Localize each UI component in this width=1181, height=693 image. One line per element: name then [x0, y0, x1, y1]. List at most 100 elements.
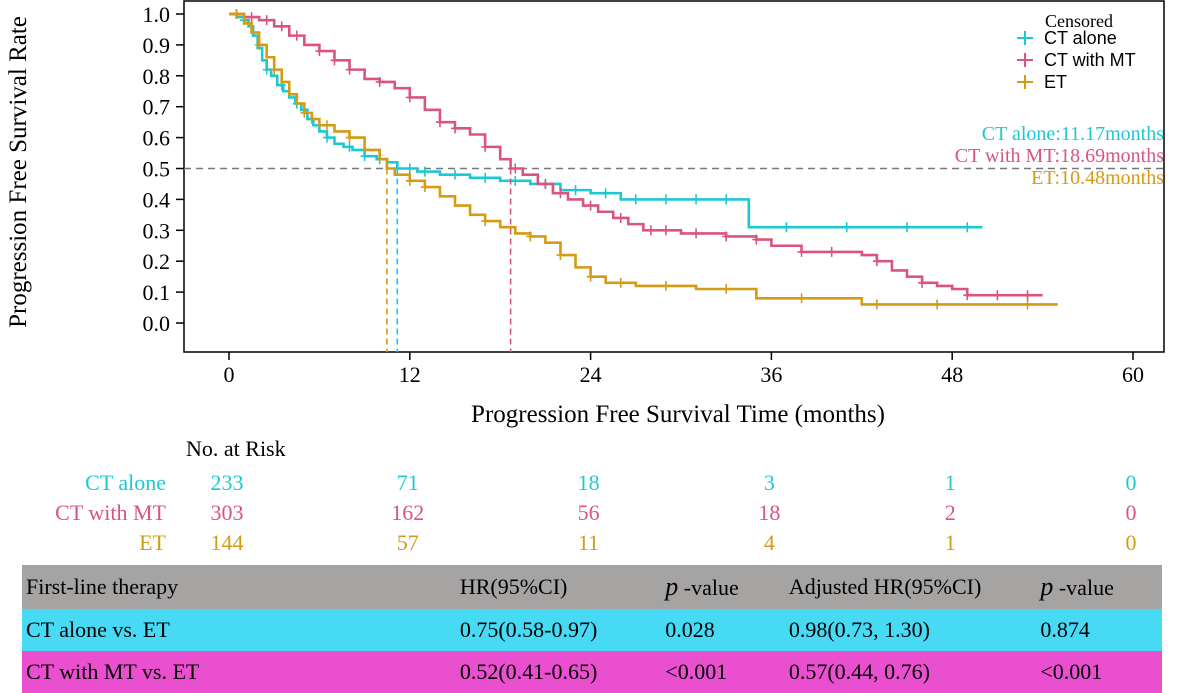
censor-mark — [722, 284, 731, 295]
risk-value: 2 — [944, 500, 956, 525]
x-tick-label: 24 — [580, 362, 602, 387]
censor-mark — [420, 166, 429, 177]
y-tick-label: 0.6 — [143, 126, 171, 151]
censor-mark — [262, 64, 271, 75]
survival-curve — [229, 12, 983, 229]
median-label: CT alone:11.17months — [982, 123, 1164, 145]
censor-mark — [601, 188, 610, 199]
x-tick-label: 0 — [224, 362, 235, 387]
censor-mark — [963, 222, 972, 233]
risk-value: 56 — [577, 500, 600, 525]
legend-label: CT alone — [1044, 28, 1117, 48]
censor-mark — [247, 12, 256, 23]
censor-mark — [526, 231, 535, 242]
censor-mark — [405, 175, 414, 186]
km-chart: 0.0 0.1 0.2 0.3 0.4 0.5 0.6 0.7 0.8 0.9 1.0 0 12 24 36… — [5, 0, 1165, 428]
censor-mark — [827, 246, 836, 257]
risk-value: 18 — [758, 500, 781, 525]
censor-mark — [345, 132, 354, 143]
censor-mark — [481, 141, 490, 152]
header-adjusted-hr: Adjusted HR(95%CI) — [788, 574, 982, 599]
censor-mark — [420, 182, 429, 193]
header-hr: HR(95%CI) — [459, 574, 568, 599]
censor-mark — [315, 46, 324, 57]
hr-table-row: CT with MT vs. ET 0.52(0.41-0.65) <0.001… — [22, 651, 1162, 693]
header-adjusted-p-value: p -value — [1040, 565, 1162, 609]
y-tick-label: 0.0 — [143, 311, 171, 336]
risk-value: 1 — [944, 530, 956, 555]
legend-marker — [1017, 53, 1033, 67]
risk-value: 1 — [944, 470, 956, 495]
y-tick-label: 0.8 — [143, 64, 171, 89]
row-hr: 0.52(0.41-0.65) — [459, 659, 598, 684]
header-p-value: p -value — [665, 565, 789, 609]
censor-mark — [1023, 299, 1032, 310]
censor-mark — [752, 234, 761, 245]
risk-value: 0 — [1125, 500, 1137, 525]
censor-mark — [616, 212, 625, 223]
risk-value: 0 — [1125, 470, 1137, 495]
risk-value: 162 — [391, 500, 425, 525]
risk-value: 144 — [210, 530, 244, 555]
censor-mark — [586, 271, 595, 282]
y-tick-label: 0.7 — [143, 95, 171, 120]
risk-value: 18 — [577, 470, 600, 495]
y-tick-label: 0.5 — [143, 157, 171, 182]
censor-mark — [511, 163, 520, 174]
hr-table-header: First-line therapy HR(95%CI) p -value Ad… — [22, 565, 1162, 609]
censor-mark — [872, 299, 881, 310]
risk-value: 11 — [578, 530, 600, 555]
survival-curve — [229, 12, 1043, 297]
series-layer — [184, 9, 1164, 352]
censor-mark — [481, 172, 490, 183]
row-adjusted-hr: 0.57(0.44, 0.76) — [788, 659, 931, 684]
risk-value: 303 — [210, 500, 244, 525]
risk-row-label: CT with MT — [55, 500, 166, 525]
censor-mark — [933, 299, 942, 310]
censor-mark — [255, 39, 264, 50]
censor-mark — [797, 246, 806, 257]
censor-mark — [722, 194, 731, 205]
x-tick-label: 12 — [399, 362, 421, 387]
censor-mark — [322, 132, 331, 143]
censor-mark — [571, 185, 580, 196]
y-tick-label: 0.3 — [143, 218, 171, 243]
x-tick-label: 60 — [1122, 362, 1144, 387]
row-p-value: 0.028 — [665, 617, 715, 642]
censor-mark — [360, 151, 369, 162]
risk-value: 71 — [396, 470, 419, 495]
risk-value: 57 — [396, 530, 419, 555]
legend-title: Censored — [1045, 11, 1113, 31]
p-suffix: -value — [678, 575, 739, 600]
row-adjusted-hr: 0.98(0.73, 1.30) — [788, 617, 931, 642]
y-tick-label: 0.2 — [143, 249, 171, 274]
survival-curve — [229, 12, 1058, 306]
censor-mark — [631, 194, 640, 205]
censor-mark — [903, 222, 911, 233]
median-label: CT with MT:18.69months — [955, 145, 1164, 167]
censor-mark — [797, 293, 806, 304]
censor-mark — [556, 188, 565, 199]
censor-mark — [541, 178, 550, 189]
risk-table-title: No. at Risk — [186, 436, 286, 461]
censor-mark — [661, 280, 670, 291]
censor-mark — [435, 117, 444, 128]
header-therapy: First-line therapy — [26, 574, 179, 599]
censor-mark — [481, 216, 490, 227]
censor-mark — [872, 256, 881, 267]
row-therapy: CT alone vs. ET — [26, 617, 170, 642]
risk-row-label: ET — [139, 530, 166, 555]
hr-table-row: CT alone vs. ET 0.75(0.58-0.97) 0.028 0.… — [22, 609, 1162, 651]
chart-axes: 0.0 0.1 0.2 0.3 0.4 0.5 0.6 0.7 0.8 0.9 1.0 0 12 24 36… — [143, 0, 1165, 387]
censor-mark — [692, 228, 701, 239]
p2-suffix: -value — [1053, 575, 1114, 600]
row-adjusted-p-value: <0.001 — [1040, 659, 1103, 684]
row-adjusted-p-value: 0.874 — [1040, 617, 1090, 642]
censor-mark — [345, 64, 354, 75]
censor-mark — [345, 141, 354, 152]
censor-mark — [451, 169, 459, 180]
censor-mark — [646, 225, 655, 236]
p2-italic: p — [1040, 572, 1054, 601]
